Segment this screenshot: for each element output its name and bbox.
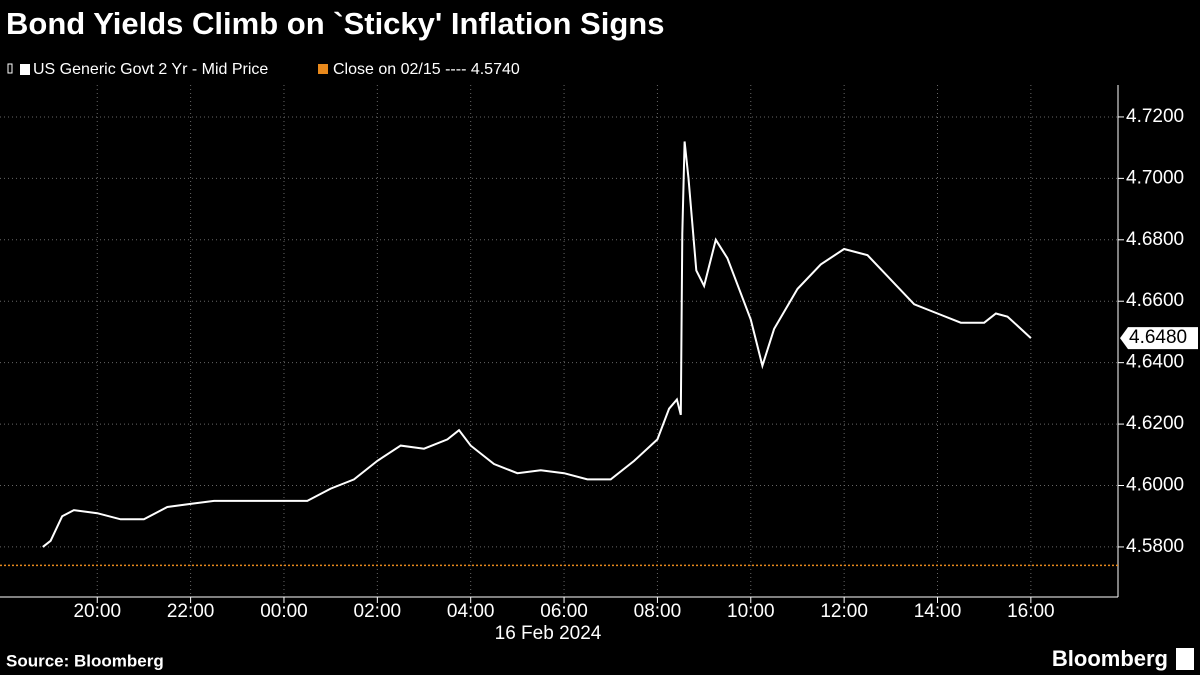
x-date-label: 16 Feb 2024 <box>495 623 602 644</box>
legend-swatch <box>20 64 30 75</box>
legend-icon <box>7 63 13 74</box>
x-tick-label: 12:00 <box>820 601 868 622</box>
x-tick-label: 04:00 <box>447 601 495 622</box>
x-tick-label: 02:00 <box>354 601 402 622</box>
y-tick-label: 4.7200 <box>1126 106 1184 127</box>
brand: Bloomberg <box>1052 646 1168 671</box>
y-tick-label: 4.5800 <box>1126 536 1184 557</box>
y-tick-label: 4.6800 <box>1126 229 1184 250</box>
legend-swatch <box>318 64 328 74</box>
chart-title: Bond Yields Climb on `Sticky' Inflation … <box>6 6 664 41</box>
x-tick-label: 14:00 <box>914 601 962 622</box>
x-tick-label: 06:00 <box>540 601 588 622</box>
y-tick-label: 4.6400 <box>1126 352 1184 373</box>
y-tick-label: 4.6000 <box>1126 475 1184 496</box>
last-value-label: 4.6480 <box>1129 327 1187 348</box>
x-tick-label: 10:00 <box>727 601 775 622</box>
legend-label: US Generic Govt 2 Yr - Mid Price <box>33 61 268 78</box>
x-tick-label: 08:00 <box>634 601 682 622</box>
y-tick-label: 4.6600 <box>1126 290 1184 311</box>
x-tick-label: 00:00 <box>260 601 308 622</box>
x-tick-label: 22:00 <box>167 601 215 622</box>
last-value-box <box>1120 327 1198 350</box>
source: Source: Bloomberg <box>6 651 164 670</box>
x-tick-label: 20:00 <box>73 601 121 622</box>
legend-label: Close on 02/15 ---- 4.5740 <box>333 61 520 78</box>
y-tick-label: 4.7000 <box>1126 167 1184 188</box>
y-tick-label: 4.6200 <box>1126 413 1184 434</box>
x-tick-label: 16:00 <box>1007 601 1055 622</box>
brand-icon <box>1176 648 1194 670</box>
line <box>42 141 1032 548</box>
